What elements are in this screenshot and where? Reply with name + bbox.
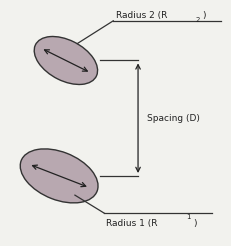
Text: 1: 1 — [186, 214, 191, 220]
Text: Radius 1 (R: Radius 1 (R — [106, 219, 158, 228]
Ellipse shape — [34, 36, 98, 84]
Text: Spacing (D): Spacing (D) — [147, 114, 200, 123]
Ellipse shape — [20, 149, 98, 203]
Text: ): ) — [202, 11, 206, 20]
Text: ): ) — [193, 219, 197, 228]
Text: 2: 2 — [195, 17, 200, 23]
Text: Radius 2 (R: Radius 2 (R — [116, 11, 167, 20]
